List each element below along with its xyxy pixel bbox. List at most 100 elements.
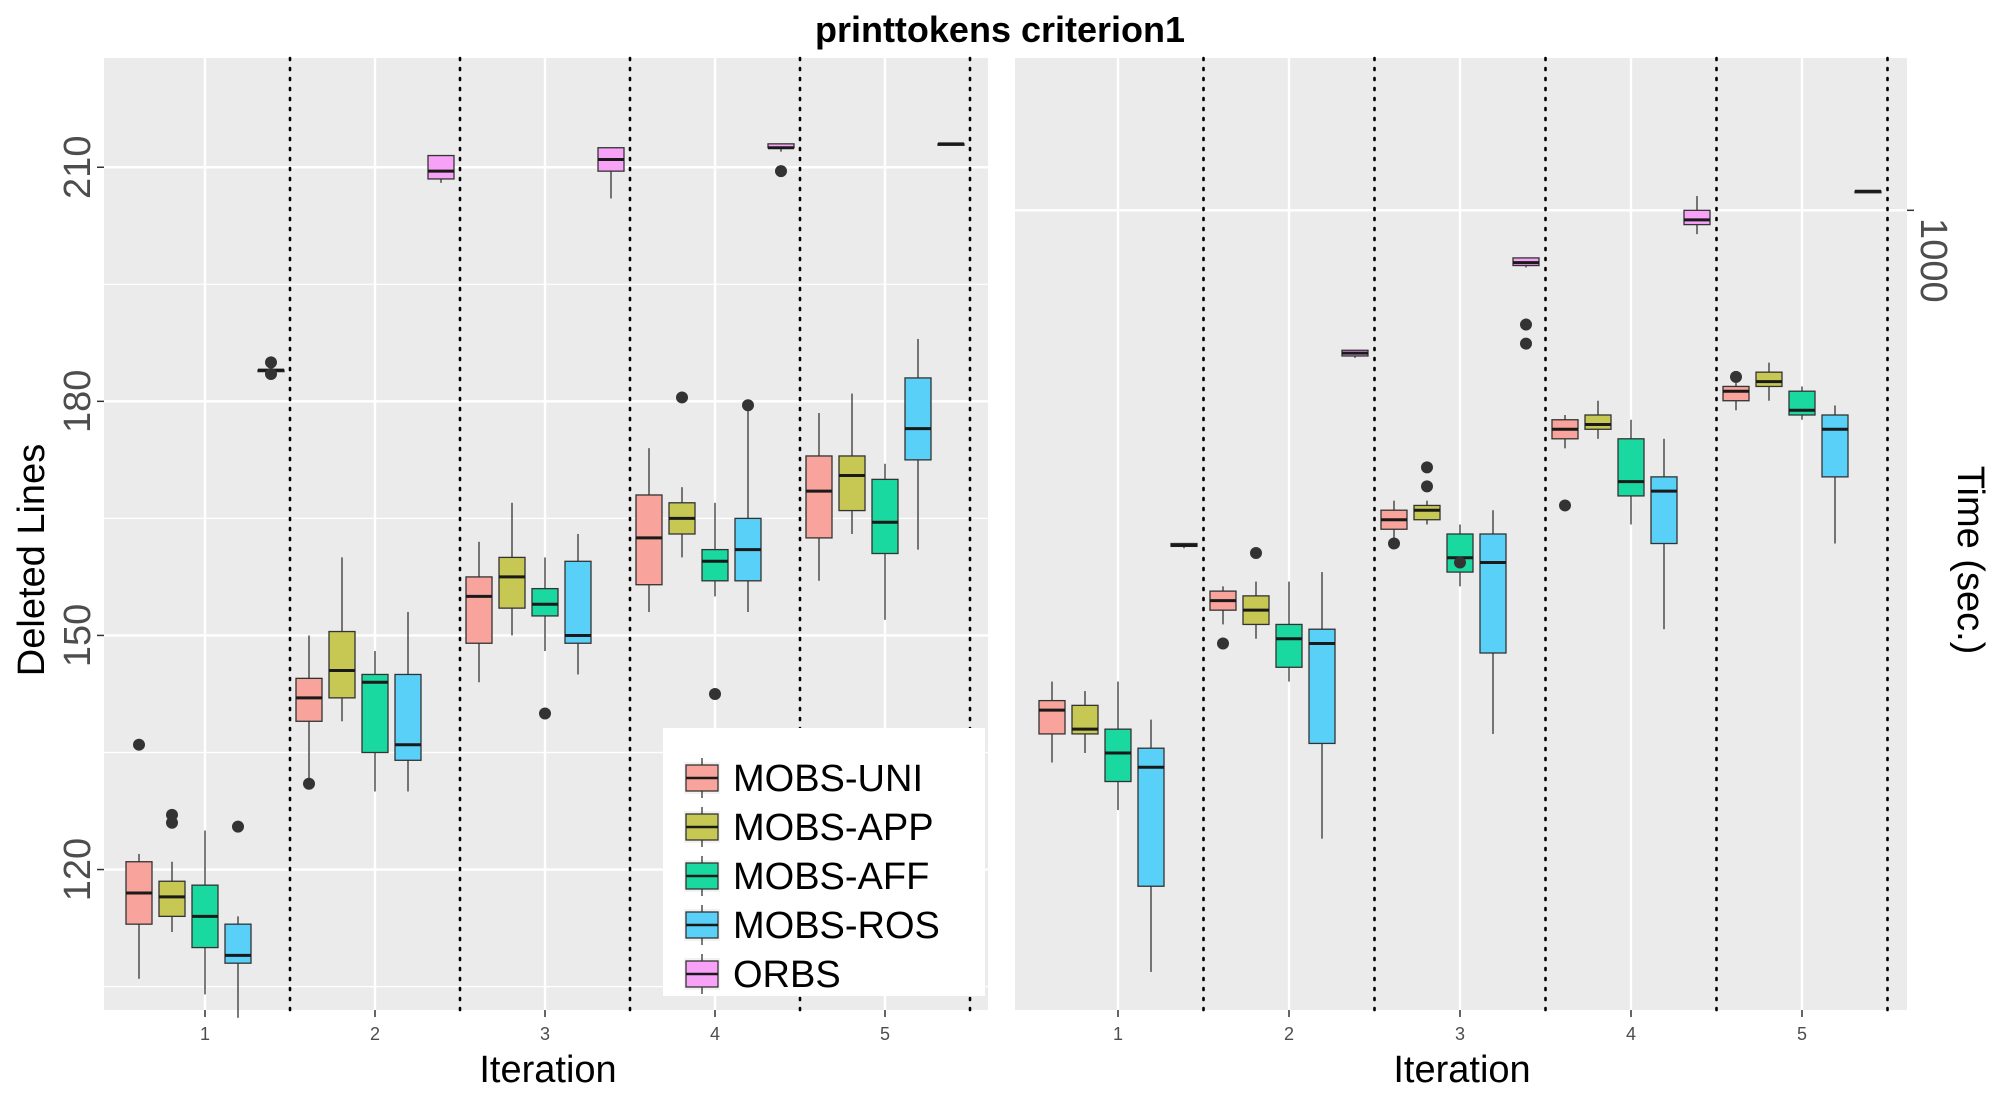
- box-mobs-aff-iter-5: [1788, 386, 1816, 420]
- box-body: [805, 455, 833, 539]
- box-mobs-ros-iter-3: [1479, 510, 1507, 734]
- y-tick-label: 210: [57, 136, 99, 199]
- box-mobs-ros-iter-2: [1308, 572, 1336, 839]
- box-orbs-iter-4: [767, 143, 795, 178]
- x-tick-label: 1: [200, 1024, 210, 1044]
- x-axis-title-left: Iteration: [479, 1049, 616, 1091]
- box-body: [1275, 623, 1303, 668]
- y-tick-label: 150: [57, 604, 99, 667]
- box-body: [838, 455, 866, 512]
- outlier-point: [1520, 337, 1532, 350]
- y-tick-label: 1000: [1912, 218, 1954, 303]
- legend-label: ORBS: [733, 954, 841, 996]
- outlier-point: [1421, 480, 1433, 493]
- y-axis-title-left: Deleted Lines: [11, 444, 53, 676]
- box-orbs-iter-4: [1683, 196, 1711, 235]
- box-mobs-app-iter-4: [1584, 400, 1612, 439]
- box-mobs-aff-iter-2: [1275, 581, 1303, 682]
- x-axis-title-right: Iteration: [1393, 1049, 1530, 1091]
- box-orbs-iter-1: [1170, 542, 1198, 549]
- outlier-point: [265, 356, 277, 369]
- box-body: [904, 377, 932, 461]
- box-mobs-uni-iter-1: [1038, 681, 1066, 763]
- x-tick-label: 4: [1626, 1024, 1636, 1044]
- box-mobs-app-iter-3: [498, 502, 526, 636]
- outlier-point: [775, 165, 787, 178]
- chart-title: printtokens criterion1: [815, 9, 1185, 50]
- outlier-point: [265, 368, 277, 381]
- x-tick-label: 5: [1797, 1024, 1807, 1044]
- box-orbs-iter-5: [1854, 189, 1882, 194]
- box-body: [564, 560, 592, 644]
- box-body: [871, 478, 899, 555]
- box-body: [1038, 699, 1066, 735]
- box-orbs-iter-2: [1341, 349, 1369, 358]
- y-tick-label: 180: [57, 370, 99, 433]
- x-tick-label: 2: [1284, 1024, 1294, 1044]
- box-mobs-ros-iter-4: [734, 399, 762, 613]
- box-mobs-app-iter-2: [328, 557, 356, 722]
- box-mobs-ros-iter-2: [394, 612, 422, 792]
- x-tick-label: 5: [880, 1024, 890, 1044]
- box-mobs-ros-iter-4: [1650, 438, 1678, 630]
- outlier-point: [539, 707, 551, 720]
- box-mobs-uni-iter-2: [1209, 586, 1237, 650]
- box-body: [1683, 209, 1711, 226]
- box-mobs-aff-iter-1: [191, 830, 219, 995]
- panel-right: 1 2 3 4 5 1000: [1015, 56, 1954, 1044]
- outlier-point: [1421, 461, 1433, 474]
- box-body: [1755, 371, 1783, 388]
- x-tick-label: 3: [1455, 1024, 1465, 1044]
- box-body: [465, 576, 493, 644]
- box-body: [328, 630, 356, 699]
- box-orbs-iter-3: [1512, 257, 1540, 350]
- outlier-point: [1454, 556, 1466, 569]
- box-mobs-aff-iter-3: [531, 557, 559, 720]
- box-body: [1650, 476, 1678, 545]
- outlier-point: [133, 738, 145, 751]
- outlier-point: [1217, 637, 1229, 650]
- box-mobs-uni-iter-4: [1551, 415, 1579, 512]
- box-body: [531, 587, 559, 617]
- y-axis-title-right: Time (sec.): [1949, 466, 1991, 655]
- y-tick-label: 120: [57, 838, 99, 901]
- box-mobs-aff-iter-2: [361, 651, 389, 792]
- box-body: [224, 923, 252, 964]
- box-mobs-uni-iter-3: [465, 541, 493, 683]
- box-body: [1308, 628, 1336, 745]
- box-mobs-ros-iter-1: [224, 820, 252, 1018]
- panel-left: 1 2 3 4 5 120 150 180 210: [57, 56, 988, 1044]
- legend-label: MOBS-AFF: [733, 856, 929, 898]
- outlier-point: [1520, 318, 1532, 331]
- box-body: [498, 556, 526, 609]
- box-mobs-aff-iter-3: [1446, 524, 1474, 587]
- box-mobs-aff-iter-4: [701, 502, 729, 700]
- box-orbs-iter-3: [597, 147, 625, 199]
- box-mobs-uni-iter-3: [1380, 500, 1408, 550]
- outlier-point: [709, 687, 721, 700]
- legend-label: MOBS-UNI: [733, 758, 923, 800]
- box-mobs-aff-iter-5: [871, 463, 899, 620]
- box-body: [1722, 385, 1750, 402]
- box-mobs-uni-iter-2: [295, 635, 323, 790]
- x-tick-label: 2: [370, 1024, 380, 1044]
- outlier-point: [166, 808, 178, 821]
- outlier-point: [1388, 537, 1400, 550]
- box-body: [1821, 414, 1849, 478]
- box-mobs-uni-iter-5: [1722, 370, 1750, 411]
- x-tick-label: 1: [1113, 1024, 1123, 1044]
- box-body: [427, 154, 455, 180]
- outlier-point: [676, 391, 688, 404]
- box-mobs-app-iter-2: [1242, 547, 1270, 639]
- box-body: [635, 494, 663, 586]
- legend-label: MOBS-APP: [733, 807, 934, 849]
- outlier-point: [1559, 499, 1571, 512]
- box-body: [1479, 533, 1507, 654]
- box-mobs-app-iter-4: [668, 391, 696, 558]
- box-mobs-uni-iter-5: [805, 413, 833, 581]
- box-mobs-ros-iter-1: [1137, 719, 1165, 972]
- box-body: [701, 548, 729, 582]
- box-mobs-uni-iter-1: [125, 738, 153, 979]
- box-mobs-app-iter-5: [1755, 362, 1783, 401]
